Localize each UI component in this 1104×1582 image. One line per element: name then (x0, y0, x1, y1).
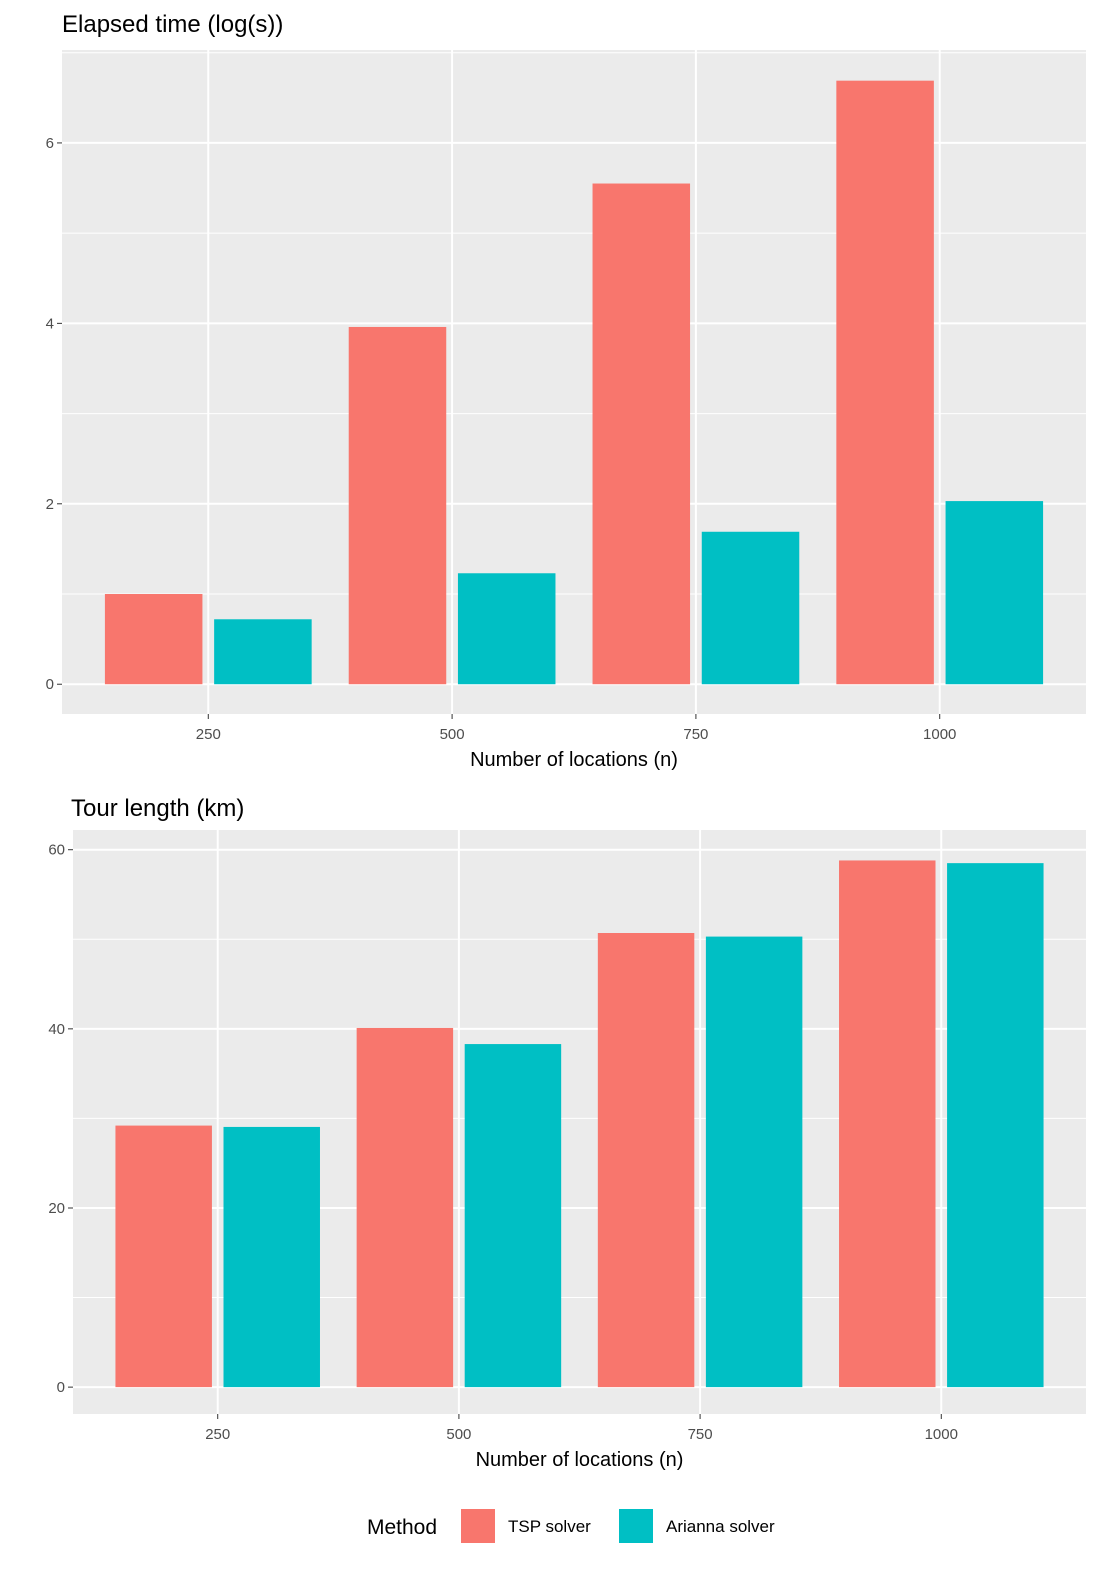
chart-panel-1: 0 2 4 6 250 500 750 1000 Elapsed time (log(s)) Nu… (46, 11, 1086, 771)
bar-tsp-500 (356, 1027, 454, 1388)
bar-arianna-750 (705, 936, 803, 1388)
bar-tsp-250 (104, 594, 203, 685)
x-tick-label: 500 (440, 726, 465, 743)
x-tick-label: 1000 (923, 726, 956, 743)
bar-tsp-1000 (839, 860, 936, 1388)
bar-tsp-750 (597, 933, 695, 1388)
legend-label: Arianna solver (666, 1517, 775, 1536)
legend-key-tsp (461, 1509, 495, 1543)
chart-title: Elapsed time (log(s)) (62, 11, 283, 38)
bar-tsp-250 (115, 1125, 212, 1388)
y-tick-label: 4 (46, 315, 54, 332)
legend: Method TSP solver Arianna solver (367, 1509, 775, 1543)
y-tick-label: 2 (46, 496, 54, 513)
bar-arianna-1000 (947, 863, 1044, 1388)
bar-arianna-1000 (945, 501, 1044, 685)
y-tick-label: 0 (46, 676, 54, 693)
bar-arianna-750 (701, 531, 800, 685)
legend-key-arianna (619, 1509, 653, 1543)
x-tick-label: 750 (688, 1426, 713, 1443)
y-tick-label: 0 (57, 1379, 65, 1396)
x-tick-label: 750 (683, 726, 708, 743)
bar-arianna-500 (457, 573, 556, 685)
legend-title: Method (367, 1516, 437, 1539)
bar-tsp-750 (592, 183, 691, 685)
bar-arianna-500 (464, 1044, 562, 1388)
bar-arianna-250 (223, 1126, 320, 1388)
x-tick-label: 500 (446, 1426, 471, 1443)
chart-title: Tour length (km) (71, 795, 244, 822)
x-axis-label: Number of locations (n) (476, 1449, 684, 1471)
y-tick-label: 20 (48, 1200, 65, 1217)
y-tick-label: 6 (46, 135, 54, 152)
y-tick-label: 60 (48, 842, 65, 859)
x-tick-label: 250 (196, 726, 221, 743)
y-tick-label: 40 (48, 1021, 65, 1038)
x-tick-label: 250 (205, 1426, 230, 1443)
bar-tsp-1000 (836, 80, 934, 685)
x-tick-label: 1000 (925, 1426, 958, 1443)
x-axis-label: Number of locations (n) (470, 749, 678, 771)
bar-tsp-500 (348, 326, 447, 685)
legend-label: TSP solver (508, 1517, 591, 1536)
bar-arianna-250 (214, 619, 312, 685)
chart-panel-2: 0 20 40 60 250 500 750 1000 Tour length (km) Numb… (48, 795, 1086, 1471)
